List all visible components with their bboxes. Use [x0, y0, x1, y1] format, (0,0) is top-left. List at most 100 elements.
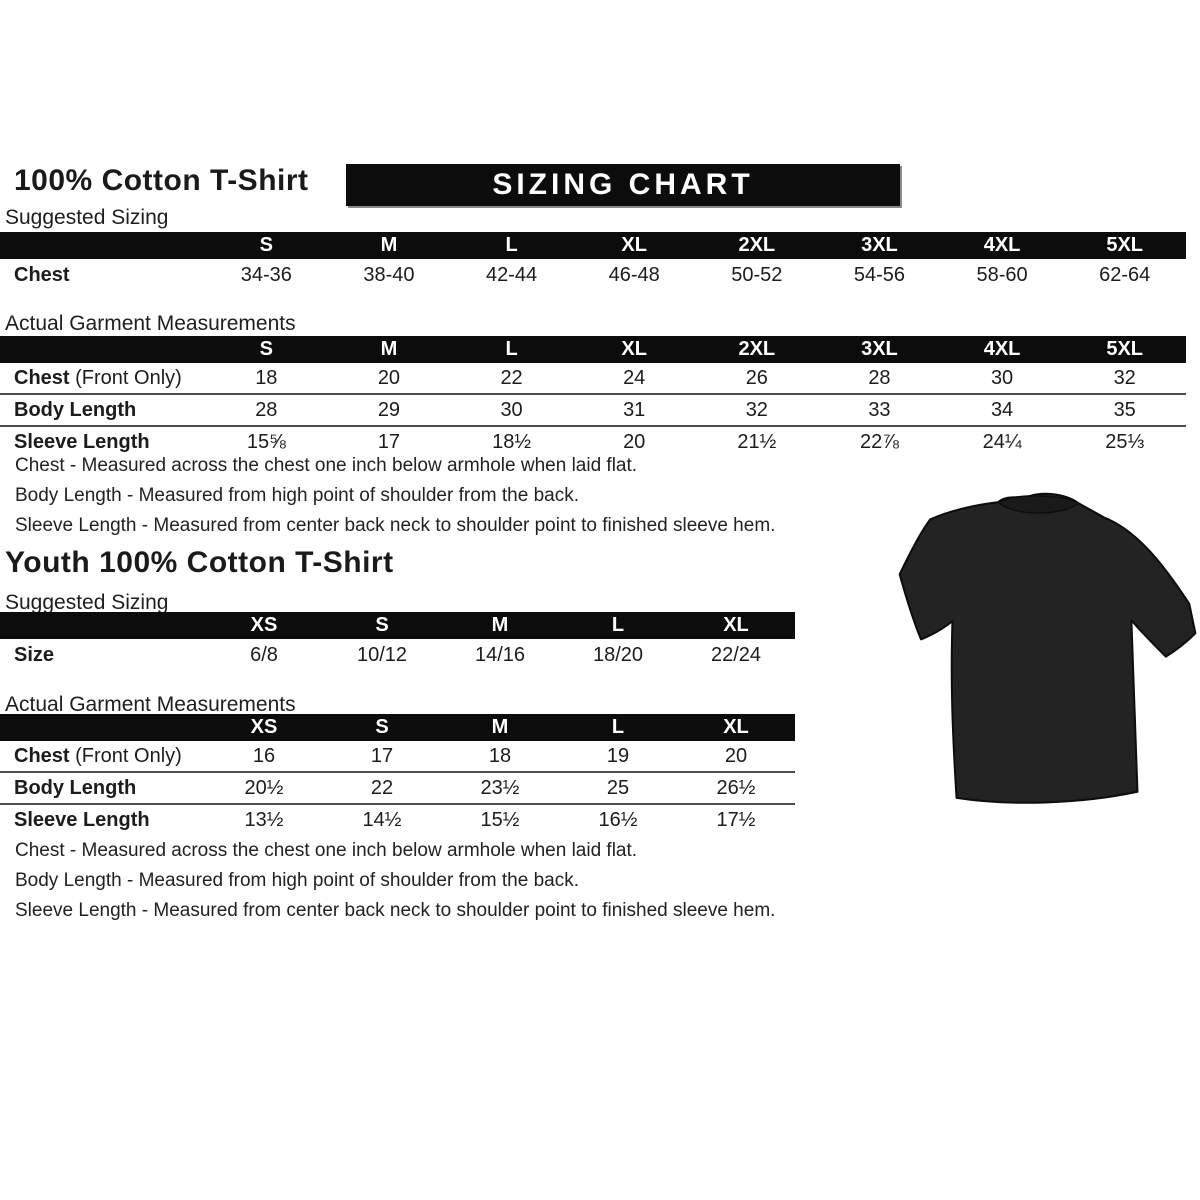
- measurement-value: 10/12: [323, 639, 441, 672]
- size-column-header: 5XL: [1063, 232, 1186, 259]
- measurement-value: 34-36: [205, 259, 328, 292]
- size-column-header: XS: [205, 612, 323, 639]
- adult-suggested-sizing-table: S M L XL 2XL 3XL 4XL 5XL Chest 34-36 38-40 42-44 46-…: [0, 232, 1186, 292]
- measurement-value: 26: [695, 363, 819, 393]
- measurement-value: 18/20: [559, 639, 677, 672]
- sizing-chart-banner-label: SIZING CHART: [492, 168, 754, 201]
- measurement-value: 38-40: [327, 259, 451, 292]
- black-tshirt-image: [898, 492, 1197, 804]
- measurement-value: 17½: [677, 803, 795, 835]
- sizing-chart-banner: SIZING CHART: [346, 164, 900, 206]
- table-corner-cell: [0, 336, 205, 363]
- youth-section-title: Youth 100% Cotton T-Shirt: [5, 546, 394, 579]
- measurement-value: 22⅞: [818, 425, 941, 457]
- measurement-value: 50-52: [695, 259, 819, 292]
- measurement-value: 22: [450, 363, 573, 393]
- youth-suggested-sizing-table: XS S M L XL Size 6/8 10/12 14/16 18/20 22/24: [0, 612, 795, 672]
- table-corner-cell: [0, 612, 205, 639]
- measurement-value: 24: [572, 363, 696, 393]
- size-column-header: XS: [205, 714, 323, 741]
- size-column-header: 2XL: [695, 232, 819, 259]
- measurement-value: 20: [572, 425, 696, 457]
- page-title: 100% Cotton T-Shirt: [14, 164, 309, 197]
- measurement-value: 20½: [205, 771, 323, 803]
- size-column-header: L: [559, 612, 677, 639]
- adult-actual-measurements-table: S M L XL 2XL 3XL 4XL 5XL Chest (Front Only) 18 20 2…: [0, 336, 1186, 457]
- measurement-value: 29: [327, 393, 451, 425]
- measurement-value: 15⅝: [205, 425, 328, 457]
- measurement-value: 20: [677, 741, 795, 771]
- measurement-value: 16: [205, 741, 323, 771]
- size-column-header: L: [559, 714, 677, 741]
- size-column-header: M: [327, 336, 451, 363]
- measurement-value: 58-60: [940, 259, 1064, 292]
- measurement-value: 19: [559, 741, 677, 771]
- measurement-value: 32: [695, 393, 819, 425]
- youth-actual-measurements-table: XS S M L XL Chest (Front Only) 16 17 18 19 20 Body …: [0, 714, 795, 835]
- size-column-header: 4XL: [940, 232, 1064, 259]
- size-column-header: 2XL: [695, 336, 819, 363]
- size-column-header: M: [441, 612, 559, 639]
- row-label: Body Length: [0, 393, 205, 425]
- size-column-header: S: [205, 336, 328, 363]
- measurement-value: 32: [1063, 363, 1186, 393]
- measurement-value: 31: [572, 393, 696, 425]
- measurement-value: 24¼: [940, 425, 1064, 457]
- tshirt-body-shape: [898, 492, 1197, 804]
- measurement-value: 21½: [695, 425, 819, 457]
- note-sleeve-length: Sleeve Length - Measured from center bac…: [15, 900, 776, 921]
- measurement-value: 16½: [559, 803, 677, 835]
- youth-measurement-notes: Chest - Measured across the chest one in…: [15, 841, 775, 931]
- size-column-header: M: [327, 232, 451, 259]
- size-column-header: XL: [677, 714, 795, 741]
- measurement-value: 22/24: [677, 639, 795, 672]
- size-column-header: 3XL: [818, 232, 941, 259]
- row-label: Chest (Front Only): [0, 741, 205, 771]
- youth-actual-measurements-label: Actual Garment Measurements: [5, 693, 296, 716]
- measurement-value: 62-64: [1063, 259, 1186, 292]
- measurement-value: 18½: [450, 425, 573, 457]
- adult-suggested-sizing-label: Suggested Sizing: [5, 206, 169, 229]
- measurement-value: 33: [818, 393, 941, 425]
- measurement-value: 46-48: [572, 259, 696, 292]
- measurement-value: 26½: [677, 771, 795, 803]
- size-column-header: XL: [572, 232, 696, 259]
- row-label: Chest: [0, 259, 205, 292]
- note-sleeve-length: Sleeve Length - Measured from center bac…: [15, 515, 776, 536]
- measurement-value: 42-44: [450, 259, 573, 292]
- row-label: Size: [0, 639, 205, 672]
- size-column-header: M: [441, 714, 559, 741]
- measurement-value: 30: [450, 393, 573, 425]
- table-corner-cell: [0, 232, 205, 259]
- adult-measurement-notes: Chest - Measured across the chest one in…: [15, 456, 775, 546]
- measurement-value: 34: [940, 393, 1064, 425]
- note-body-length: Body Length - Measured from high point o…: [15, 485, 579, 506]
- measurement-value: 14½: [323, 803, 441, 835]
- size-column-header: L: [450, 336, 573, 363]
- size-column-header: S: [323, 612, 441, 639]
- table-corner-cell: [0, 714, 205, 741]
- row-label: Body Length: [0, 771, 205, 803]
- size-column-header: 3XL: [818, 336, 941, 363]
- size-column-header: XL: [677, 612, 795, 639]
- measurement-value: 35: [1063, 393, 1186, 425]
- measurement-value: 6/8: [205, 639, 323, 672]
- measurement-value: 54-56: [818, 259, 941, 292]
- note-chest: Chest - Measured across the chest one in…: [15, 840, 638, 861]
- adult-actual-measurements-label: Actual Garment Measurements: [5, 312, 296, 335]
- measurement-value: 25: [559, 771, 677, 803]
- measurement-value: 14/16: [441, 639, 559, 672]
- size-column-header: 4XL: [940, 336, 1064, 363]
- row-label: Sleeve Length: [0, 425, 205, 457]
- measurement-value: 18: [441, 741, 559, 771]
- youth-suggested-sizing-label: Suggested Sizing: [5, 591, 169, 614]
- measurement-value: 23½: [441, 771, 559, 803]
- size-column-header: S: [323, 714, 441, 741]
- measurement-value: 13½: [205, 803, 323, 835]
- size-column-header: L: [450, 232, 573, 259]
- measurement-value: 20: [327, 363, 451, 393]
- measurement-value: 28: [205, 393, 328, 425]
- size-column-header: XL: [572, 336, 696, 363]
- size-column-header: 5XL: [1063, 336, 1186, 363]
- row-label: Chest (Front Only): [0, 363, 205, 393]
